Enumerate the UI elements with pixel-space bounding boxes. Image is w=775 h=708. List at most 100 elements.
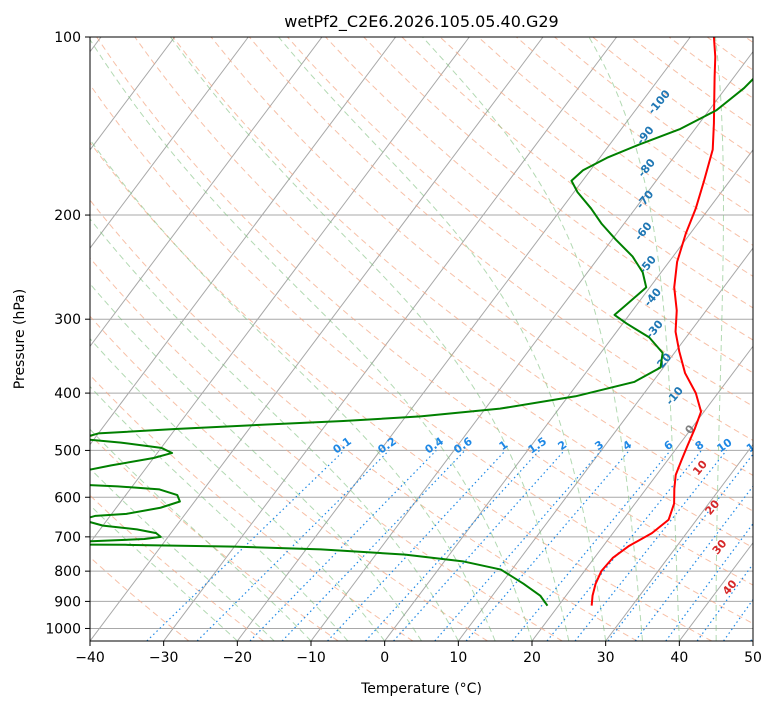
moist-adiabat-line xyxy=(90,138,496,641)
isotherm-line xyxy=(236,37,691,641)
chart-title: wetPf2_C2E6.2026.105.05.40.G29 xyxy=(284,12,558,32)
y-tick-label: 800 xyxy=(54,564,81,580)
mixing-ratio-line xyxy=(634,485,753,641)
moist-adiabat-line xyxy=(90,337,386,641)
mixing-ratio-line xyxy=(434,450,602,641)
y-tick-label: 500 xyxy=(54,443,81,459)
isotherm-line xyxy=(752,640,753,641)
isotherm-line xyxy=(90,37,544,641)
y-tick-label: 200 xyxy=(54,208,81,224)
adiabat-label: -80 xyxy=(635,156,658,180)
y-tick-label: 900 xyxy=(54,594,81,610)
mixing-ratio-line xyxy=(196,449,390,641)
moist-adiabat-line xyxy=(90,218,459,641)
moist-adiabats xyxy=(90,37,724,641)
isotherm-line xyxy=(605,443,753,641)
dry-adiabat-line xyxy=(90,257,563,641)
adiabat-label: -30 xyxy=(643,317,666,341)
dry-adiabat-line xyxy=(90,494,264,641)
dry-adiabats xyxy=(90,37,753,641)
isotherm-lines xyxy=(90,37,753,641)
isotherm-line xyxy=(90,37,397,446)
moist-adiabat-line xyxy=(170,37,570,641)
isotherm-line xyxy=(90,37,176,151)
mixing-ratio-line xyxy=(750,636,753,641)
x-axis-label: Temperature (°C) xyxy=(360,681,482,697)
isotherm-line xyxy=(531,345,753,641)
x-tick-label: 30 xyxy=(597,650,615,666)
moist-adiabat-line xyxy=(422,37,643,641)
adiabat-label: 40 xyxy=(720,577,740,597)
temperature-profile-line xyxy=(590,37,717,606)
x-tick-label: 10 xyxy=(449,650,467,666)
isotherm-line xyxy=(163,37,618,641)
dry-adiabat-line xyxy=(90,374,414,641)
mixing-ratio-label: 13 xyxy=(744,436,764,455)
moist-adiabat-line xyxy=(90,504,238,641)
mixing-ratio-line xyxy=(723,598,753,641)
dry-adiabat-line xyxy=(90,556,190,641)
y-axis-label: Pressure (hPa) xyxy=(12,289,28,389)
mixing-ratio-line xyxy=(511,450,671,641)
x-tick-label: −40 xyxy=(75,650,105,666)
pressure-gridlines xyxy=(90,37,753,629)
isotherm-line xyxy=(310,50,753,641)
x-tick-label: 20 xyxy=(523,650,541,666)
isotherm-line xyxy=(384,149,753,641)
y-tick-label: 700 xyxy=(54,530,81,546)
x-tick-label: 0 xyxy=(380,650,389,666)
dry-adiabat-line xyxy=(90,199,638,641)
mixing-ratio-line xyxy=(546,450,702,641)
y-axis: 100 200 300 400 500 600 700 800 900 1000 xyxy=(45,30,90,637)
y-tick-label: 400 xyxy=(54,386,81,402)
x-tick-label: 40 xyxy=(670,650,688,666)
y-tick-label: 100 xyxy=(54,30,81,46)
dry-adiabat-line xyxy=(90,83,753,625)
x-tick-label: −10 xyxy=(296,650,326,666)
dry-adiabat-line xyxy=(287,37,753,407)
dry-adiabat-line xyxy=(401,37,753,309)
dry-adiabat-line xyxy=(363,37,753,341)
adiabat-label: 20 xyxy=(703,497,723,517)
x-axis: −40 −30 −20 −10 0 10 20 30 40 50 xyxy=(75,641,762,666)
isotherm-line xyxy=(457,247,753,641)
isotherm-line xyxy=(90,37,323,348)
mixing-ratio-label: 1.5 xyxy=(526,435,549,457)
dry-adiabat-line xyxy=(96,37,753,586)
y-tick-label: 600 xyxy=(54,490,81,506)
dry-adiabat-line xyxy=(90,434,339,641)
x-tick-label: −30 xyxy=(149,650,179,666)
dry-adiabat-line xyxy=(325,37,753,374)
mixing-ratio-line xyxy=(465,450,630,641)
dry-adiabat-line xyxy=(248,37,753,442)
dry-adiabat-line xyxy=(745,37,753,44)
mixing-ratio-label: 0.4 xyxy=(423,434,447,456)
dry-adiabat-line xyxy=(172,37,753,512)
adiabat-label: -10 xyxy=(663,384,686,408)
mixing-ratio-label: 10 xyxy=(715,436,735,456)
plot-frame xyxy=(89,36,754,642)
x-tick-label: 50 xyxy=(744,650,762,666)
moist-adiabat-line xyxy=(90,385,349,641)
dry-adiabat-line xyxy=(90,315,488,641)
moist-adiabat-line xyxy=(90,467,275,641)
mixing-ratio-line xyxy=(327,450,506,641)
mixing-ratio-line xyxy=(146,449,345,641)
mixing-ratio-line xyxy=(281,450,466,641)
mixing-ratio-line xyxy=(574,450,727,641)
mixing-ratio-line xyxy=(249,449,437,641)
profile-series xyxy=(90,37,753,607)
mixing-ratio-lines xyxy=(146,449,753,641)
dry-adiabat-line xyxy=(210,37,753,476)
dry-adiabat-line xyxy=(90,141,712,641)
dewpoint-profile-line xyxy=(90,77,753,607)
adiabat-label: -90 xyxy=(634,123,657,147)
moist-adiabat-line xyxy=(90,38,533,641)
adiabat-label: -70 xyxy=(634,188,657,212)
y-tick-label: 300 xyxy=(54,312,81,328)
moist-adiabat-line xyxy=(90,283,422,641)
mixing-ratio-label: 0.6 xyxy=(451,434,475,456)
mixing-ratio-line xyxy=(365,450,540,641)
dry-adiabat-line xyxy=(134,37,753,549)
